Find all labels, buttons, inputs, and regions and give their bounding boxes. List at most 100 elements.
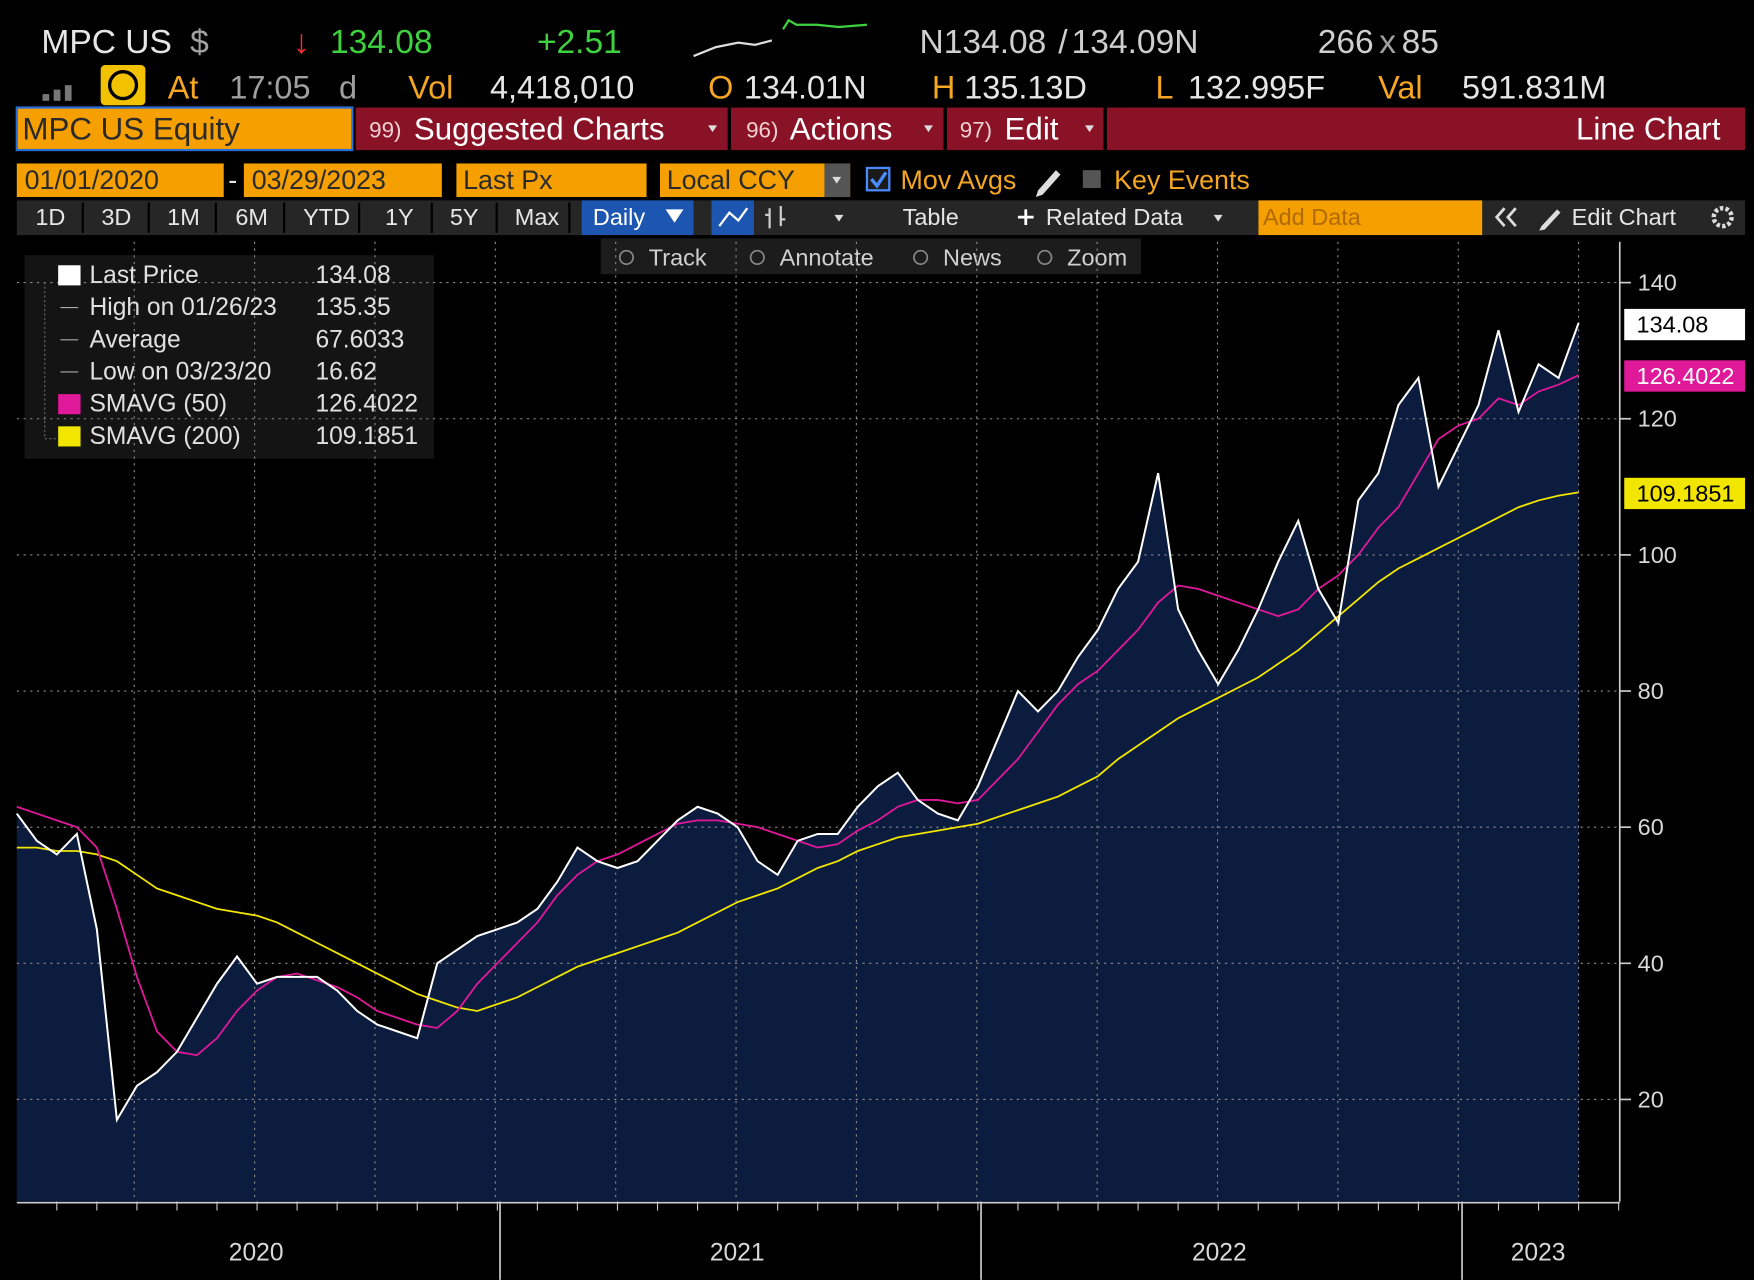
legend-swatch [58, 265, 81, 286]
period-button[interactable]: 1M [167, 204, 200, 230]
tool-icon [749, 249, 765, 265]
series-line [16, 491, 1579, 1012]
menu-item[interactable]: Edit [1005, 111, 1059, 146]
label: Val [1378, 69, 1422, 105]
gauge-dial [107, 70, 139, 101]
bars-icon [765, 205, 786, 229]
sparkline-after [782, 18, 868, 30]
legend-label: Low on 03/23/20 [89, 358, 271, 385]
gear-icon [1711, 205, 1734, 229]
period-button[interactable]: YTD [303, 204, 350, 230]
menu-item[interactable]: Actions [790, 111, 893, 146]
caret [834, 214, 844, 222]
check [870, 171, 888, 189]
bid: N134.08 [920, 24, 1047, 61]
mov-avgs[interactable]: Mov Avgs [900, 165, 1016, 195]
key-events[interactable]: Key Events [1114, 165, 1250, 195]
menu-item[interactable]: Suggested Charts [414, 111, 665, 146]
x-year-label: 2023 [1511, 1240, 1566, 1267]
chart-tool[interactable]: Track [649, 244, 707, 270]
legend-box [24, 255, 435, 459]
table-button[interactable]: Table [903, 204, 959, 230]
toolbar-bg [16, 200, 1746, 236]
label: H [932, 69, 955, 105]
chart-tool[interactable]: News [943, 244, 1002, 270]
legend-label: Average [89, 326, 180, 353]
time: 17:05 [229, 69, 310, 105]
label: At [168, 69, 199, 105]
time-flag: d [339, 69, 357, 105]
bars-icon [64, 85, 72, 101]
series-line [15, 322, 1580, 1124]
legend-value: 134.08 [315, 262, 390, 289]
period-button[interactable]: 3D [101, 204, 131, 230]
last-value-tag: 109.1851 [1637, 480, 1735, 506]
legend-label: SMAVG (200) [89, 423, 240, 450]
plus-icon [1017, 209, 1034, 225]
y-tick-label: 80 [1638, 678, 1664, 704]
line-icon-button[interactable] [711, 200, 754, 236]
field-select[interactable] [456, 163, 647, 198]
currency-select[interactable] [659, 163, 851, 198]
y-tick-label: 40 [1638, 950, 1664, 976]
legend-label: High on 01/26/23 [89, 294, 276, 321]
menu-number[interactable]: 96) [746, 117, 778, 142]
legend-tree [44, 282, 56, 440]
label: O [708, 69, 733, 105]
menu-number[interactable]: 99) [369, 117, 401, 142]
last-tag [1624, 308, 1746, 341]
caret [665, 209, 684, 223]
legend-label: SMAVG (50) [89, 391, 227, 418]
currency-field[interactable]: Local CCY [667, 165, 795, 195]
add-data-placeholder[interactable]: Add Data [1263, 204, 1362, 230]
label: Vol [408, 69, 453, 105]
bars-icon [42, 94, 50, 101]
period-button[interactable]: 1Y [385, 204, 414, 230]
low: 132.995F [1188, 69, 1325, 105]
x-year-label: 2020 [229, 1240, 284, 1267]
price-change: +2.51 [537, 24, 622, 61]
last-value-tag: 134.08 [1637, 312, 1709, 338]
caret [1213, 214, 1223, 222]
tool-icon [913, 249, 929, 265]
legend-label: Last Price [89, 262, 198, 289]
caret [708, 125, 718, 133]
security-input[interactable] [15, 106, 354, 152]
chart-tool[interactable]: Annotate [780, 244, 874, 270]
currency: $ [190, 24, 209, 61]
frequency[interactable]: Daily [593, 204, 645, 230]
last-price: 134.08 [330, 24, 433, 61]
legend-value: 67.6033 [315, 326, 404, 353]
checkbox[interactable] [1082, 170, 1101, 189]
y-tick-label: 60 [1638, 814, 1664, 840]
menu-bar [355, 107, 1746, 151]
y-tick-label: 100 [1638, 542, 1677, 568]
edit-chart[interactable]: Edit Chart [1572, 204, 1677, 230]
separator: / [1058, 24, 1068, 61]
end-date[interactable]: 03/29/2023 [252, 165, 386, 195]
pencil-icon [1539, 209, 1561, 231]
related-data[interactable]: Related Data [1046, 204, 1184, 230]
rewind-icon [1494, 207, 1517, 228]
period-button[interactable]: Max [515, 204, 560, 230]
end-date-field[interactable] [243, 163, 442, 198]
period-button[interactable]: 6M [235, 204, 268, 230]
y-tick-label: 140 [1638, 270, 1677, 296]
start-date-field[interactable] [16, 163, 224, 198]
ask: 134.09N [1072, 24, 1199, 61]
add-data-input[interactable] [1258, 200, 1483, 236]
period-button[interactable]: 1D [35, 204, 65, 230]
y-tick-label: 20 [1638, 1086, 1664, 1112]
line-icon [718, 207, 749, 227]
field[interactable]: Last Px [463, 165, 553, 195]
menu-number[interactable]: 97) [960, 117, 992, 142]
caret [832, 176, 842, 184]
legend-swatch [58, 426, 81, 447]
volume: 4,418,010 [490, 69, 634, 105]
security-text[interactable]: MPC US Equity [22, 111, 240, 146]
period-button[interactable]: 5Y [450, 204, 479, 230]
sma200-tag [1624, 477, 1746, 510]
start-date[interactable]: 01/01/2020 [25, 165, 159, 195]
